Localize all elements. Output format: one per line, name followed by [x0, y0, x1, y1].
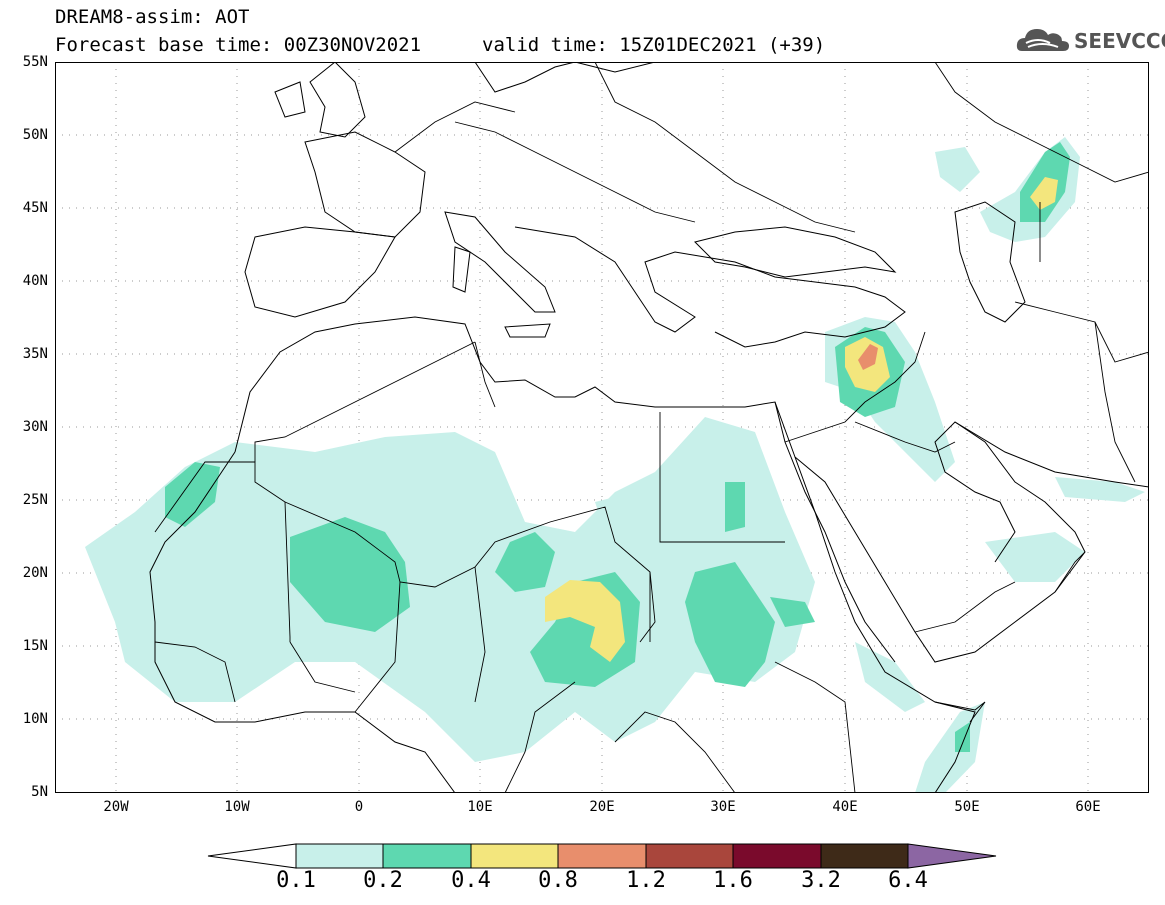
colorbar-under-arrow: [207, 843, 297, 869]
lon-label: 10E: [467, 799, 493, 815]
lon-label: 60E: [1075, 799, 1101, 815]
forecast-base-time: Forecast base time: 00Z30NOV2021: [55, 34, 422, 56]
lat-label: 45N: [22, 200, 48, 216]
colorbar-label: 0.8: [538, 868, 578, 893]
colorbar-bin: [557, 843, 647, 869]
colorbar-label: 1.6: [713, 868, 753, 893]
lat-label: 30N: [22, 419, 48, 435]
borders: [154, 62, 1149, 793]
lon-label: 30E: [710, 799, 736, 815]
colorbar-label: 0.4: [451, 868, 491, 893]
map-title: DREAM8-assim: AOT: [55, 6, 250, 28]
logo-text: SEEVCCC: [1074, 29, 1165, 53]
lat-label: 15N: [22, 638, 48, 654]
colorbar: [207, 843, 997, 869]
lat-label: 5N: [31, 784, 48, 800]
colorbar-over-arrow: [907, 843, 997, 869]
aot-map: [55, 62, 1149, 793]
seevccc-logo: SEEVCCC: [1016, 25, 1165, 57]
colorbar-bin: [470, 843, 559, 869]
colorbar-bin: [732, 843, 822, 869]
lon-label: 20W: [103, 799, 129, 815]
aot-field-peak: [858, 344, 878, 370]
lon-label: 10W: [224, 799, 250, 815]
colorbar-bin: [645, 843, 734, 869]
colorbar-label: 3.2: [801, 868, 841, 893]
lat-label: 25N: [22, 492, 48, 508]
lon-label: 20E: [589, 799, 615, 815]
lat-label: 50N: [22, 127, 48, 143]
colorbar-label: 0.1: [276, 868, 316, 893]
colorbar-label: 1.2: [626, 868, 666, 893]
valid-time: valid time: 15Z01DEC2021 (+39): [482, 34, 826, 56]
lat-label: 55N: [22, 54, 48, 70]
colorbar-label: 0.2: [363, 868, 403, 893]
aot-field-low: [85, 137, 1145, 793]
colorbar-bin: [382, 843, 472, 869]
colorbar-bin: [295, 843, 384, 869]
lon-label: 40E: [832, 799, 858, 815]
lon-label: 50E: [954, 799, 980, 815]
cloud-icon: [1016, 29, 1069, 51]
lat-label: 40N: [22, 273, 48, 289]
lat-label: 20N: [22, 565, 48, 581]
colorbar-bin: [820, 843, 909, 869]
colorbar-label: 6.4: [888, 868, 928, 893]
lat-label: 35N: [22, 346, 48, 362]
lat-label: 10N: [22, 711, 48, 727]
lon-label: 0: [354, 799, 364, 815]
